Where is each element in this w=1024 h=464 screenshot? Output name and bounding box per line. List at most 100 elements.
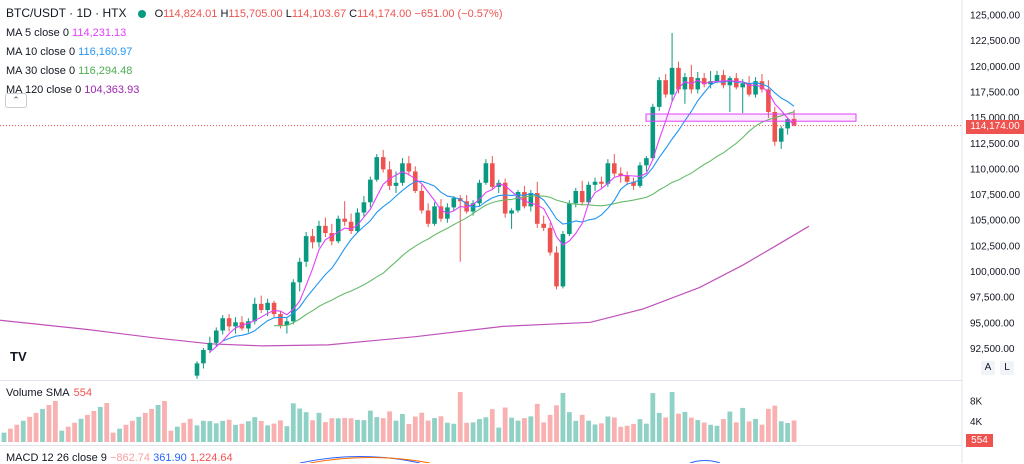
- candle: [246, 318, 251, 333]
- ma120-line: [0, 225, 810, 347]
- candle-body: [258, 303, 264, 310]
- candle-body: [477, 182, 482, 204]
- volume-bar: [470, 422, 476, 442]
- candle: [612, 154, 617, 177]
- candle: [271, 300, 277, 318]
- candle-body: [586, 184, 591, 203]
- candle-body: [515, 191, 521, 211]
- candle: [303, 232, 309, 267]
- volume-bars: [1, 392, 797, 442]
- candle-body: [368, 179, 373, 203]
- candle-body: [303, 236, 309, 262]
- ma10-legend[interactable]: MA 10 close 0 116,160.97: [6, 43, 503, 62]
- volume-bar: [637, 419, 643, 442]
- volume-bar: [303, 412, 309, 442]
- candle-body: [201, 350, 206, 364]
- candle-body: [746, 83, 752, 95]
- macd-line: [689, 460, 721, 463]
- candle: [599, 176, 604, 188]
- high-label: H: [220, 8, 229, 20]
- price-grid: [0, 0, 963, 463]
- price-tick-label: 102,500.00: [970, 241, 1020, 252]
- candle-body: [534, 193, 540, 224]
- volume-bar: [149, 408, 155, 442]
- volume-bar: [489, 409, 495, 442]
- candle-body: [374, 157, 380, 180]
- ma30-legend[interactable]: MA 30 close 0 116,294.48: [6, 62, 503, 81]
- ma5-legend[interactable]: MA 5 close 0 114,231.13: [6, 24, 503, 43]
- chevron-up-icon[interactable]: ⌃: [5, 93, 27, 108]
- candle-body: [380, 157, 386, 170]
- candle: [746, 76, 752, 97]
- volume-bar: [656, 412, 662, 442]
- volume-bar: [708, 424, 713, 442]
- volume-bar: [400, 413, 405, 442]
- volume-legend[interactable]: Volume SMA 554: [6, 387, 92, 399]
- candle-body: [509, 210, 514, 214]
- candle: [335, 215, 341, 244]
- volume-bar: [772, 405, 778, 442]
- candle: [310, 228, 315, 249]
- candle-body: [310, 236, 315, 243]
- candle-body: [496, 182, 502, 187]
- candle-body: [425, 210, 431, 224]
- ma120-legend[interactable]: MA 120 close 0 104,363.93: [6, 81, 503, 100]
- candle-body: [547, 227, 553, 253]
- volume-bar: [258, 421, 264, 442]
- candle-body: [207, 342, 213, 351]
- candle: [778, 126, 784, 149]
- auto-scale-button[interactable]: A: [981, 361, 995, 375]
- volume-bar: [573, 420, 579, 442]
- candle: [207, 336, 213, 354]
- candle-body: [573, 190, 579, 204]
- volume-bar: [541, 422, 547, 442]
- volume-bar: [496, 427, 502, 442]
- candle: [368, 176, 373, 208]
- volume-bar: [560, 393, 566, 442]
- candle-body: [226, 318, 232, 327]
- candle-body: [329, 233, 335, 242]
- candle-body: [490, 163, 495, 187]
- candle-body: [316, 225, 322, 243]
- candle-body: [361, 202, 367, 213]
- candle: [740, 79, 745, 113]
- legend: BTC/USDT · 1D · HTX O114,824.01 H115,705…: [6, 4, 503, 100]
- volume-bar: [213, 423, 219, 442]
- volume-bar: [515, 420, 521, 442]
- candle-body: [233, 322, 238, 327]
- open-value: 114,824.01: [163, 8, 218, 20]
- volume-bar: [14, 424, 20, 442]
- candle-body: [663, 80, 668, 95]
- log-scale-button[interactable]: L: [1000, 361, 1014, 375]
- candle-body: [522, 191, 527, 207]
- candle-body: [432, 206, 437, 224]
- ma30-label: MA 30 close 0: [6, 65, 76, 77]
- high-value: 115,705.00: [228, 8, 283, 20]
- volume-bar: [130, 420, 135, 442]
- symbol-title[interactable]: BTC/USDT · 1D · HTX: [6, 6, 127, 20]
- macd-legend[interactable]: MACD 12 26 close 9 −862.74 361.90 1,224.…: [6, 452, 233, 464]
- candle: [759, 74, 765, 93]
- candle: [509, 208, 514, 229]
- volume-bar: [207, 421, 213, 442]
- volume-bar: [335, 418, 341, 442]
- volume-bar: [650, 393, 656, 442]
- volume-bar: [509, 417, 514, 442]
- candle-body: [612, 163, 617, 174]
- ma10-value: 116,160.97: [78, 46, 133, 58]
- candle-body: [605, 163, 611, 184]
- candle-body: [650, 106, 656, 159]
- volume-bar: [142, 412, 148, 442]
- volume-bar: [290, 403, 296, 442]
- candle-body: [727, 78, 733, 86]
- price-tick-label: 92,500.00: [970, 344, 1015, 355]
- volume-bar: [117, 428, 122, 442]
- candle: [650, 103, 656, 161]
- candle-body: [387, 169, 392, 186]
- volume-bar: [425, 420, 431, 442]
- volume-bar: [714, 425, 720, 442]
- candle: [239, 316, 245, 331]
- candle: [547, 222, 553, 256]
- volume-bar: [239, 423, 245, 442]
